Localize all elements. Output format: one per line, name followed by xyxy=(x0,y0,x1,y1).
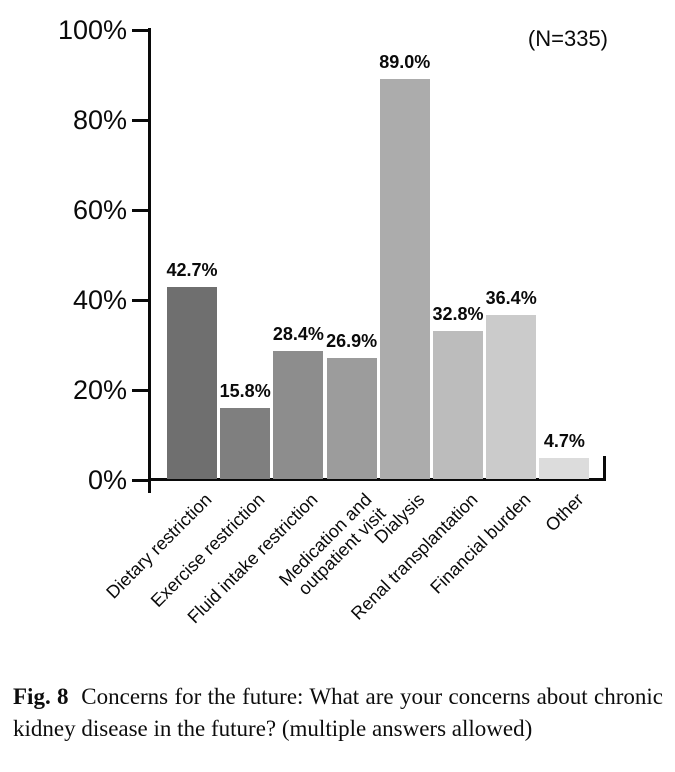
y-axis-tick xyxy=(132,298,148,302)
bar-financial-burden xyxy=(486,315,537,479)
figure-caption-text: Concerns for the future: What are your c… xyxy=(13,684,663,741)
bar-value-exercise-restriction: 15.8% xyxy=(219,380,271,401)
bar-value-fluid-intake-restriction: 28.4% xyxy=(272,324,324,345)
y-axis-tick-label: 20% xyxy=(72,375,127,405)
bar-value-financial-burden: 36.4% xyxy=(485,288,537,309)
x-axis-end-tick xyxy=(603,456,606,481)
x-axis-label-financial-burden: Financial burden xyxy=(426,489,535,598)
y-axis-line xyxy=(148,28,151,493)
y-axis-tick xyxy=(132,388,148,392)
bar-chart: (N=335) 0% 20% 40% 60% 80% 100% 42.7% Dietary r… xyxy=(57,15,608,628)
bar-value-dialysis: 89.0% xyxy=(379,51,431,72)
x-axis-label-other: Other xyxy=(541,489,588,536)
x-axis-line xyxy=(148,478,606,481)
bar-fluid-intake-restriction xyxy=(273,351,324,479)
y-axis-tick xyxy=(132,478,148,482)
bar-value-dietary-restriction: 42.7% xyxy=(166,259,218,280)
bar-medication-and-outpatient-visit xyxy=(326,357,377,479)
y-axis-tick-label: 100% xyxy=(57,15,127,45)
figure-caption: Fig. 8 Concerns for the future: What are… xyxy=(13,681,663,745)
figure-caption-number: Fig. 8 xyxy=(13,684,69,709)
y-axis-tick-label: 80% xyxy=(72,105,127,135)
bar-value-medication-and-outpatient-visit: 26.9% xyxy=(326,330,378,351)
bar-exercise-restriction xyxy=(220,407,271,479)
y-axis-tick-label: 60% xyxy=(72,195,127,225)
bar-dietary-restriction xyxy=(167,286,217,479)
bar-dialysis xyxy=(379,78,430,479)
y-axis-tick xyxy=(132,208,148,212)
bar-renal-transplantation xyxy=(433,331,483,479)
y-axis-tick xyxy=(132,118,148,122)
y-axis-tick xyxy=(132,28,148,32)
bar-value-renal-transplantation: 32.8% xyxy=(432,304,484,325)
bar-value-other: 4.7% xyxy=(543,430,585,451)
sample-size-label: (N=335) xyxy=(527,26,608,51)
bar-other xyxy=(539,457,590,479)
y-axis-tick-label: 40% xyxy=(72,285,127,315)
y-axis-tick-label: 0% xyxy=(87,465,127,495)
